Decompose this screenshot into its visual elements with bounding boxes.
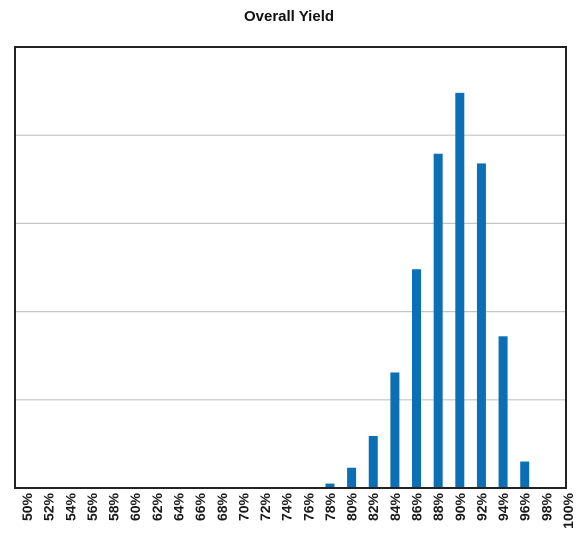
x-tick-label: 90% [452,492,468,521]
x-tick-label: 78% [322,492,338,521]
x-tick-label: 60% [127,492,143,521]
bar-78pct [325,483,335,488]
bars [325,92,530,489]
x-tick-label: 84% [387,492,403,521]
bar-82pct [368,435,378,488]
x-tick-label: 76% [300,492,316,521]
bar-88pct [433,153,443,489]
x-tick-label: 96% [517,492,533,521]
x-tick-label: 70% [235,492,251,521]
x-tick-label: 94% [495,492,511,521]
chart-title: Overall Yield [243,8,335,25]
x-tick-label: 98% [538,492,554,521]
x-tick-label: 72% [257,492,273,521]
bar-90pct [455,92,465,488]
x-tick-label: 68% [214,492,230,521]
x-tick-label: 82% [365,492,381,521]
bar-84pct [390,372,400,488]
x-tick-label: 56% [84,492,100,521]
x-tick-label: 86% [409,492,425,521]
x-tick-label: 66% [192,492,208,521]
x-tick-label: 92% [473,492,489,521]
bar-96pct [520,461,530,488]
x-tick-label: 52% [41,492,57,521]
x-tick-label: 74% [279,492,295,521]
gridlines [15,134,566,401]
bar-92pct [476,163,486,488]
plot-frame [14,46,567,489]
x-tick-label: 50% [19,492,35,521]
x-tick-label: 88% [430,492,446,521]
bar-94pct [498,336,508,488]
bar-86pct [412,269,422,488]
x-tick-label: 100% [560,492,576,528]
x-tick-label: 62% [149,492,165,521]
x-tick-label: 80% [344,492,360,521]
x-tick-label: 58% [106,492,122,521]
x-tick-label: 54% [62,492,78,521]
x-tick-labels: 50% 52% 54% 56% 58% 60% 62% 64% 66% 68% 70% 72% 74% 7… [19,492,576,528]
bar-80pct [347,467,357,488]
x-tick-label: 64% [170,492,186,521]
